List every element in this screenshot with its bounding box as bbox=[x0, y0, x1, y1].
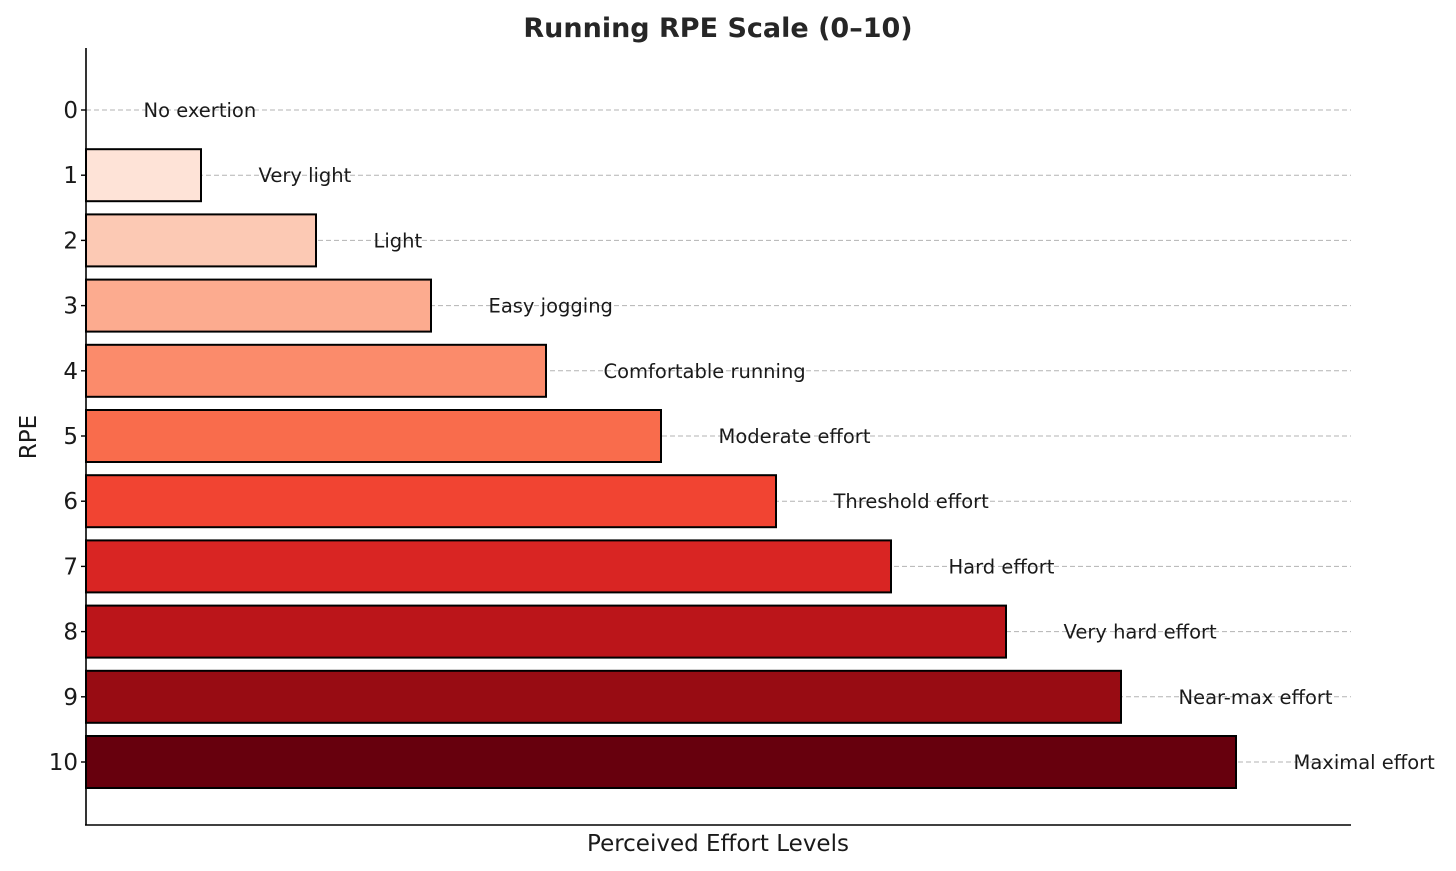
bar bbox=[85, 213, 317, 268]
y-tick-label: 1 bbox=[63, 163, 78, 189]
y-tick-label: 2 bbox=[63, 228, 78, 254]
bar bbox=[85, 669, 1122, 724]
y-axis-label: RPE bbox=[16, 415, 42, 459]
data-label: Hard effort bbox=[949, 555, 1055, 578]
y-tick-label: 7 bbox=[63, 554, 78, 580]
data-label: Moderate effort bbox=[719, 425, 871, 448]
bar bbox=[85, 539, 892, 594]
data-label: Very hard effort bbox=[1064, 621, 1218, 644]
data-label: No exertion bbox=[144, 99, 257, 122]
y-tick-label: 4 bbox=[63, 359, 78, 385]
data-label: Comfortable running bbox=[604, 360, 806, 383]
bar bbox=[85, 474, 777, 529]
y-tick-label: 9 bbox=[63, 685, 78, 711]
data-label: Very light bbox=[259, 164, 352, 187]
y-tick-label: 0 bbox=[63, 98, 78, 124]
data-label: Easy jogging bbox=[489, 295, 613, 318]
x-axis-label: Perceived Effort Levels bbox=[587, 831, 849, 857]
data-label: Threshold effort bbox=[833, 490, 990, 513]
y-tick-label: 10 bbox=[49, 750, 78, 776]
bar bbox=[85, 735, 1237, 789]
bar bbox=[85, 148, 202, 203]
bars bbox=[85, 148, 1237, 789]
y-tick-label: 8 bbox=[63, 620, 78, 646]
data-label: Light bbox=[374, 229, 423, 252]
chart-title: Running RPE Scale (0–10) bbox=[523, 13, 912, 44]
bar bbox=[85, 278, 432, 333]
y-tick-label: 3 bbox=[63, 294, 78, 320]
y-tick-labels: 0 1 2 3 4 5 6 7 8 9 10 bbox=[49, 98, 86, 776]
data-label: Near-max effort bbox=[1179, 686, 1333, 709]
bar bbox=[85, 604, 1007, 659]
y-tick-label: 6 bbox=[63, 489, 78, 515]
bar bbox=[85, 343, 547, 398]
y-tick-label: 5 bbox=[63, 424, 78, 450]
bar bbox=[85, 409, 662, 463]
data-label: Maximal effort bbox=[1294, 751, 1436, 774]
data-labels: No exertion Very light Light Easy jogging Co… bbox=[144, 99, 1436, 774]
